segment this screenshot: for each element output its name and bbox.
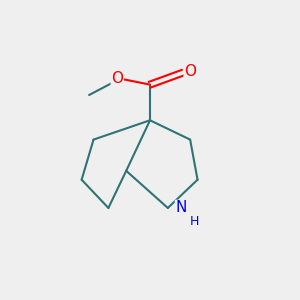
Text: O: O [111,71,123,86]
Text: O: O [184,64,196,79]
Text: H: H [190,215,199,228]
Text: N: N [176,200,187,215]
